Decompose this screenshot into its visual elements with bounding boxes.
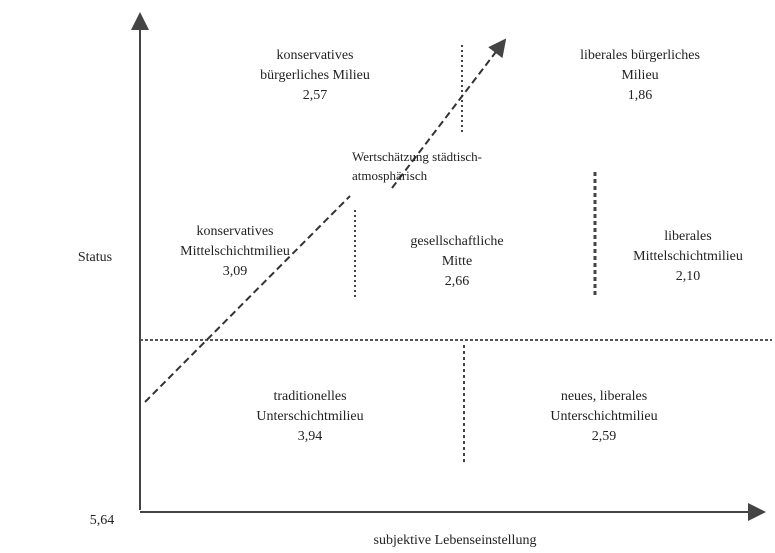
milieu-name: Mittelschichtmilieu	[180, 244, 290, 259]
milieu-name: bürgerliches Milieu	[260, 68, 370, 83]
milieu-name: Unterschichtmilieu	[550, 409, 657, 424]
milieu-name: traditionelles	[273, 389, 346, 404]
milieu-name: konservatives	[197, 224, 274, 239]
milieu-name: Mittelschichtmilieu	[633, 249, 743, 264]
milieu-name: Mitte	[442, 254, 472, 269]
milieu-name: neues, liberales	[561, 389, 647, 404]
milieu-value: 2,59	[592, 429, 617, 444]
milieu-value: 3,94	[298, 429, 323, 444]
y-axis-label: Status	[78, 250, 112, 265]
origin-value: 5,64	[90, 513, 115, 528]
annotation: atmosphärisch	[352, 168, 428, 183]
milieu-value: 2,57	[303, 88, 328, 103]
annotation: Wertschätzung städtisch-	[352, 149, 482, 164]
milieu-value: 2,66	[445, 274, 470, 289]
trend-arrow	[144, 195, 351, 403]
milieu-name: liberales bürgerliches	[580, 48, 700, 63]
milieu-name: konservatives	[277, 48, 354, 63]
milieu-name: Milieu	[621, 68, 658, 83]
milieu-name: gesellschaftliche	[410, 234, 503, 249]
milieu-name: liberales	[664, 229, 711, 244]
milieu-value: 3,09	[223, 264, 248, 279]
labels: Status subjektive Lebenseinstellung 5,64 We…	[78, 48, 743, 548]
milieu-value: 2,10	[676, 269, 701, 284]
x-axis-label: subjektive Lebenseinstellung	[374, 533, 537, 548]
trend-arrow	[391, 38, 507, 189]
milieu-value: 1,86	[628, 88, 653, 103]
milieu-name: Unterschichtmilieu	[256, 409, 363, 424]
